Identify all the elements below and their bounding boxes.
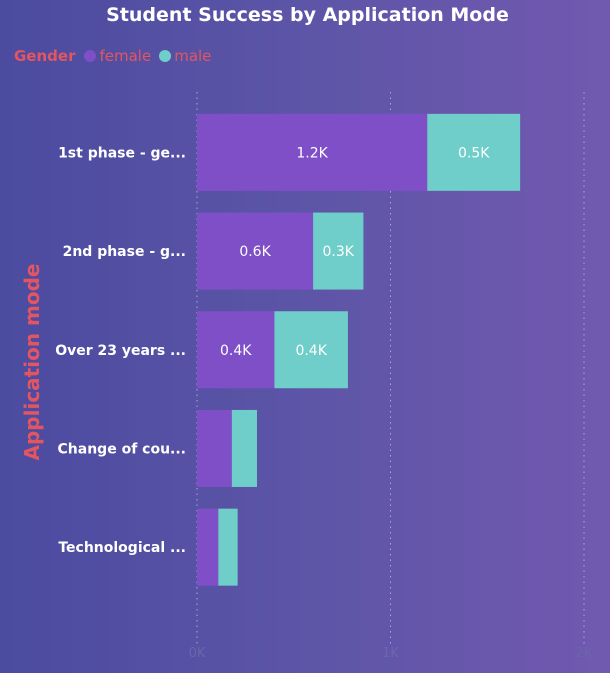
legend: Gender female male [14, 46, 219, 66]
data-label: 0.4K [220, 343, 252, 359]
bar-female[interactable] [197, 508, 219, 586]
bar-male[interactable] [231, 409, 257, 487]
data-label: 0.5K [458, 145, 490, 161]
data-label: 0.6K [239, 244, 271, 260]
legend-marker-male [159, 50, 172, 62]
legend-label-male: male [174, 47, 212, 65]
legend-title: Gender [14, 47, 76, 65]
data-label: 0.4K [295, 343, 327, 359]
category-label: Change of cou... [58, 441, 186, 457]
x-tick-label: 0K [189, 646, 206, 661]
x-tick-label: 2K [576, 646, 593, 661]
x-tick-label: 1K [382, 646, 399, 661]
bar-female[interactable] [197, 311, 275, 389]
bar-female[interactable] [197, 113, 428, 191]
legend-marker-female [84, 50, 97, 62]
category-label: Over 23 years ... [55, 343, 186, 359]
bar-male[interactable] [218, 508, 238, 586]
bar-female[interactable] [197, 212, 314, 290]
data-label: 1.2K [296, 145, 328, 161]
category-label: 1st phase - ge... [58, 145, 186, 161]
bar-female[interactable] [197, 409, 232, 487]
chart-title: Student Success by Application Mode [106, 4, 509, 26]
legend-label-female: female [99, 47, 152, 65]
bar-male[interactable] [427, 113, 521, 191]
bar-male[interactable] [274, 311, 348, 389]
data-label: 0.3K [323, 244, 355, 260]
category-label: Technological ... [58, 540, 186, 556]
bar-male[interactable] [313, 212, 364, 290]
legend-item-male[interactable]: male [159, 47, 211, 65]
category-label: 2nd phase - g... [63, 244, 186, 260]
legend-item-female[interactable]: female [84, 47, 151, 65]
